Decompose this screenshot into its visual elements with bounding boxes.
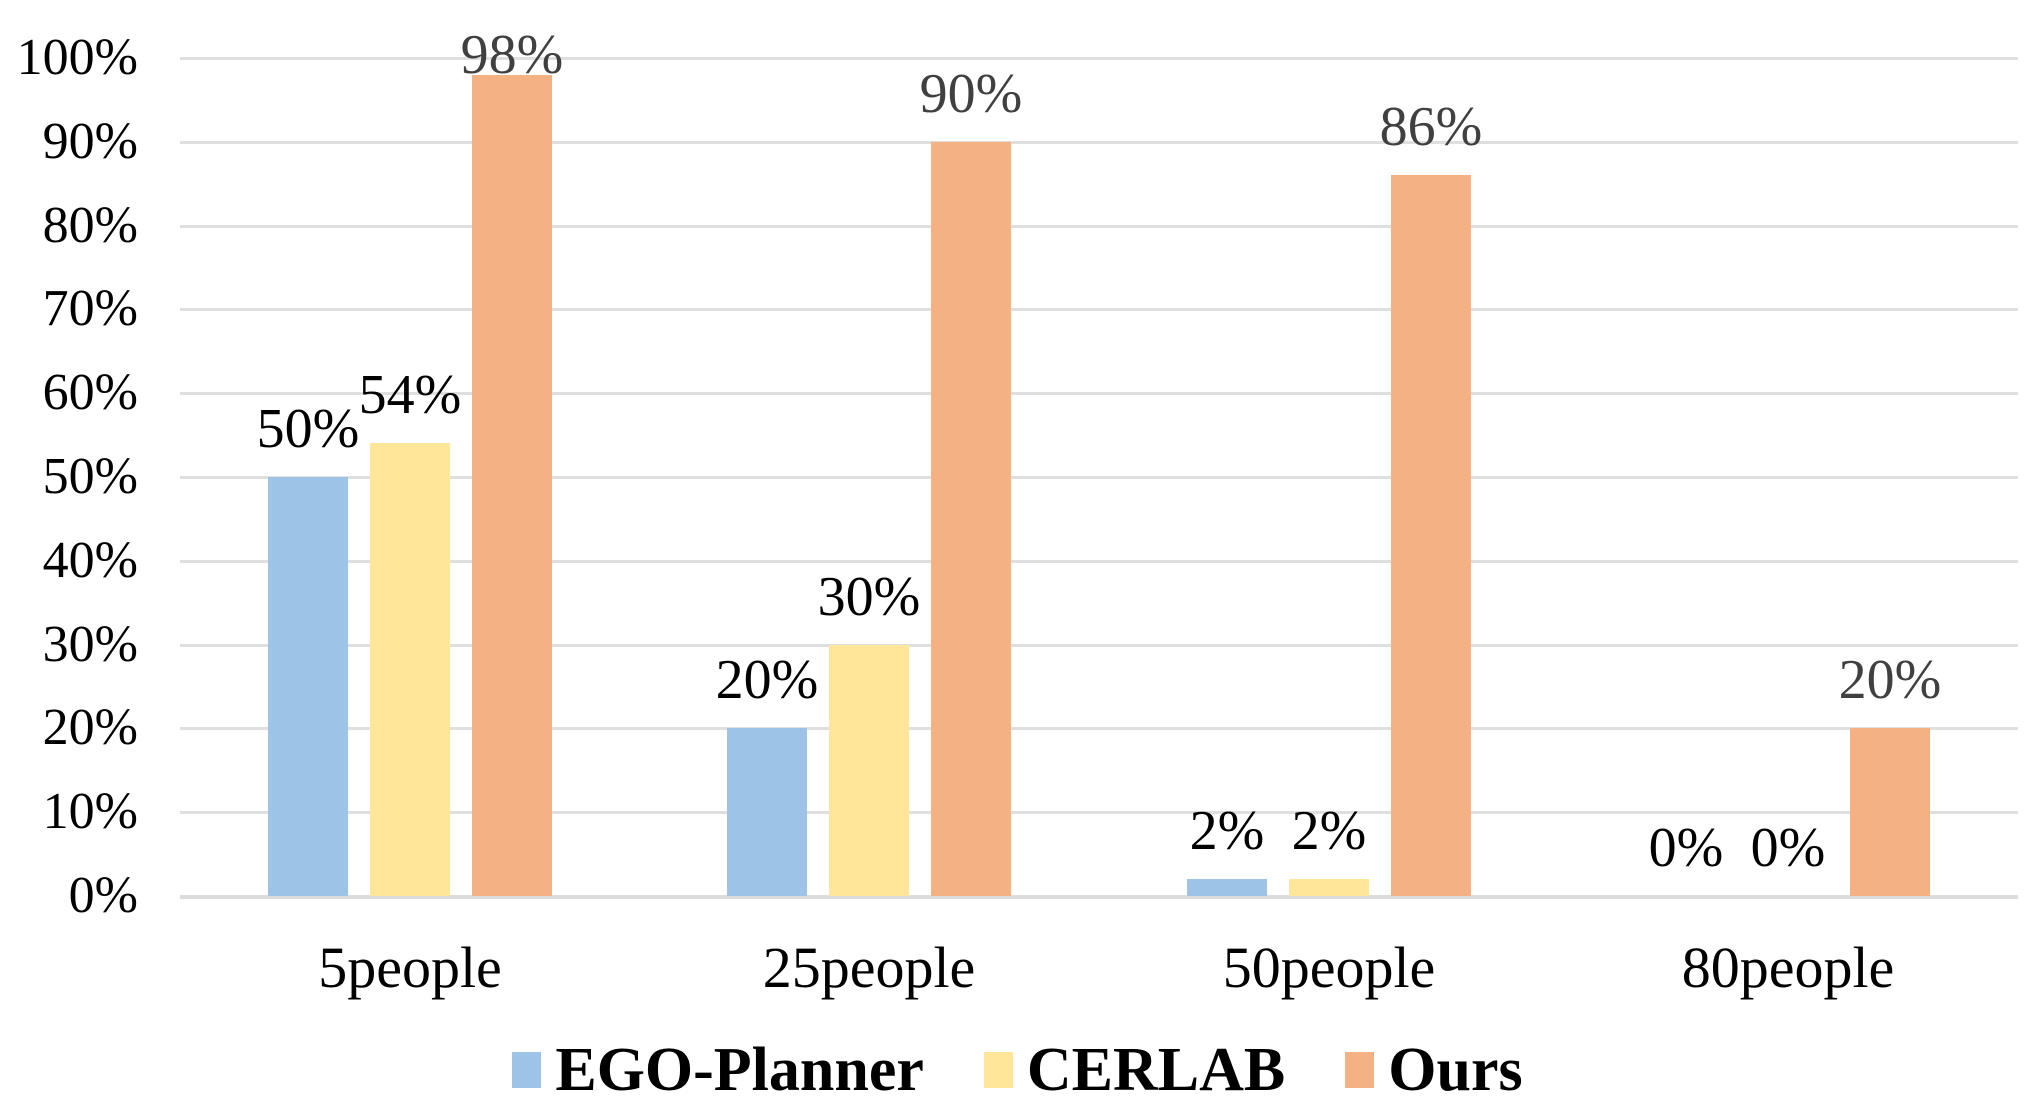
data-label-cerlab-80people: 0% — [1750, 817, 1826, 879]
x-tick-label: 25people — [762, 935, 976, 1000]
gridline — [180, 225, 2018, 228]
y-tick-label: 90% — [42, 113, 138, 170]
gridline — [180, 392, 2018, 395]
data-label-ours-50people: 86% — [1379, 96, 1483, 158]
gridline — [180, 727, 2018, 730]
y-tick-label: 50% — [42, 448, 138, 505]
legend-item-ours: Ours — [1345, 1036, 1523, 1104]
bar-ours-80people — [1850, 728, 1930, 896]
data-label-ours-25people: 90% — [919, 63, 1023, 125]
legend-label-ego-planner: EGO-Planner — [555, 1036, 924, 1104]
bar-ours-50people — [1391, 175, 1471, 896]
gridline — [180, 141, 2018, 144]
gridline — [180, 560, 2018, 563]
y-tick-label: 30% — [42, 616, 138, 673]
legend: EGO-Planner CERLAB Ours — [0, 1032, 2035, 1108]
x-tick-label: 50people — [1222, 935, 1436, 1000]
data-label-cerlab-5people: 54% — [358, 364, 462, 426]
x-tick-label: 5people — [318, 935, 502, 1000]
y-tick-label: 40% — [42, 532, 138, 589]
y-tick-label: 60% — [42, 364, 138, 421]
gridline — [180, 476, 2018, 479]
legend-label-cerlab: CERLAB — [1026, 1036, 1286, 1104]
y-tick-label: 0% — [68, 867, 138, 924]
legend-item-cerlab: CERLAB — [983, 1036, 1286, 1104]
x-axis-line — [180, 895, 2018, 899]
data-label-cerlab-50people: 2% — [1291, 800, 1367, 862]
y-tick-label: 80% — [42, 197, 138, 254]
y-tick-label: 10% — [42, 783, 138, 840]
bar-ego-planner-50people — [1187, 879, 1267, 896]
y-tick-label: 70% — [42, 280, 138, 337]
data-label-ego-planner-80people: 0% — [1648, 817, 1724, 879]
bar-cerlab-50people — [1289, 879, 1369, 896]
gridline — [180, 308, 2018, 311]
data-label-ego-planner-5people: 50% — [256, 398, 360, 460]
bar-ours-25people — [931, 142, 1011, 896]
data-label-ego-planner-50people: 2% — [1189, 800, 1265, 862]
bar-ours-5people — [472, 75, 552, 896]
gridline — [180, 811, 2018, 814]
y-tick-label: 20% — [42, 699, 138, 756]
bar-cerlab-5people — [370, 443, 450, 896]
legend-item-ego-planner: EGO-Planner — [512, 1039, 924, 1101]
data-label-ours-5people: 98% — [460, 24, 564, 86]
bar-ego-planner-25people — [727, 728, 807, 896]
bar-ego-planner-5people — [268, 477, 348, 896]
legend-label-ours: Ours — [1388, 1036, 1523, 1104]
y-tick-label: 100% — [16, 29, 138, 86]
bar-cerlab-25people — [829, 645, 909, 896]
data-label-ego-planner-25people: 20% — [715, 649, 819, 711]
gridline — [180, 57, 2018, 60]
legend-swatch-ours — [1345, 1052, 1375, 1088]
x-tick-label: 80people — [1681, 935, 1895, 1000]
gridline — [180, 644, 2018, 647]
data-label-cerlab-25people: 30% — [817, 566, 921, 628]
data-label-ours-80people: 20% — [1838, 649, 1942, 711]
legend-swatch-cerlab — [983, 1052, 1013, 1088]
legend-swatch-ego-planner — [512, 1052, 542, 1088]
